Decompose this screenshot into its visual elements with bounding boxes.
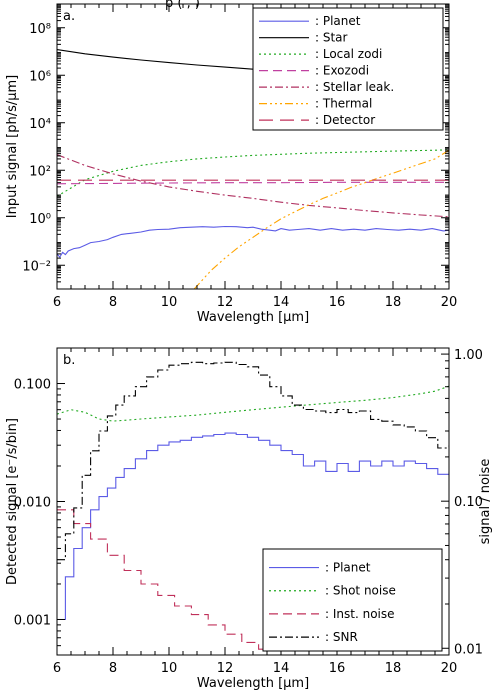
y-right-tick-label: 0.10: [454, 495, 483, 510]
y-tick-label: 0.001: [14, 613, 51, 628]
legend-box: [262, 548, 443, 652]
y-right-tick-label: 1.00: [454, 348, 483, 363]
x-tick-label: 6: [53, 661, 61, 676]
cropped-title-fragment: p ( , ): [165, 0, 200, 11]
series-line-shot-noise: [57, 385, 449, 422]
legend-entry: : Inst. noise: [325, 607, 395, 621]
x-tick-label: 14: [273, 661, 290, 676]
x-tick-label: 12: [217, 295, 234, 310]
legend-entry: : Planet: [315, 14, 361, 28]
series-line-local-zodi: [57, 149, 449, 197]
x-tick-label: 20: [441, 295, 458, 310]
panel-b-chart: 6 8 10 12 14 16 18 20 0.001 0.010 0.100 0.01 0.10 1.0…: [5, 347, 493, 691]
x-tick-label: 18: [385, 661, 402, 676]
x-tick-label: 8: [109, 295, 117, 310]
legend-entry: : Stellar leak.: [315, 80, 394, 94]
legend-entry: : SNR: [325, 630, 358, 644]
series-line-inst-noise: [57, 509, 281, 655]
series-line-thermal: [193, 149, 449, 289]
y-tick-label: 10²: [29, 164, 51, 179]
y-right-tick-label: 0.01: [454, 642, 483, 657]
legend-entry: : Planet: [325, 561, 371, 575]
y-tick-label: 10⁴: [29, 117, 51, 132]
legend-entry: : Detector: [315, 113, 375, 127]
x-tick-label: 16: [329, 295, 346, 310]
series-line-planet: [57, 432, 449, 621]
series-line-stellar-leak: [57, 154, 449, 218]
series-line-snr: [57, 361, 449, 561]
x-tick-label: 10: [161, 295, 178, 310]
series-line-exozodi: [57, 181, 449, 185]
y-tick-label: 10⁻²: [22, 259, 51, 274]
x-tick-label: 14: [273, 295, 290, 310]
x-tick-label: 20: [441, 661, 458, 676]
x-tick-label: 8: [109, 661, 117, 676]
x-axis-label: Wavelength [μm]: [197, 676, 309, 691]
panel-a-chart: 6 8 10 12 14 16 18 20 10⁻² 10⁰ 10² 10⁴ 10⁶ 10⁸ Wavelen…: [5, 3, 458, 325]
x-tick-label: 18: [385, 295, 402, 310]
series-line-planet: [57, 225, 449, 259]
legend-entry: : Thermal: [315, 97, 372, 111]
y-axis-label: Detected signal [e⁻/s/bin]: [5, 418, 20, 585]
legend-entry: : Star: [315, 31, 348, 45]
y-tick-label: 10⁰: [29, 212, 51, 227]
x-tick-label: 10: [161, 661, 178, 676]
legend-box: [252, 7, 444, 131]
y-tick-label: 10⁸: [29, 22, 51, 37]
y-axis-right-label: signal / noise: [478, 459, 493, 545]
x-tick-label: 16: [329, 661, 346, 676]
panel-label: a.: [63, 9, 75, 24]
x-axis-label: Wavelength [μm]: [197, 310, 309, 325]
legend-entry: : Shot noise: [325, 584, 396, 598]
legend: : Planet : Shot noise : Inst. noise : SNR: [262, 548, 443, 652]
y-tick-label: 10⁶: [29, 69, 51, 84]
y-axis-label: Input signal [ph/s/μm]: [5, 75, 20, 218]
legend-entry: : Exozodi: [315, 64, 369, 78]
legend: : Planet : Star : Local zodi : Exozodi : Ste…: [252, 7, 444, 131]
legend-entry: : Local zodi: [315, 47, 382, 61]
x-tick-label: 6: [53, 295, 61, 310]
x-tick-label: 12: [217, 661, 234, 676]
panel-label: b.: [63, 353, 75, 368]
y-tick-label: 0.100: [14, 378, 51, 393]
y-tick-label: 0.010: [14, 496, 51, 511]
